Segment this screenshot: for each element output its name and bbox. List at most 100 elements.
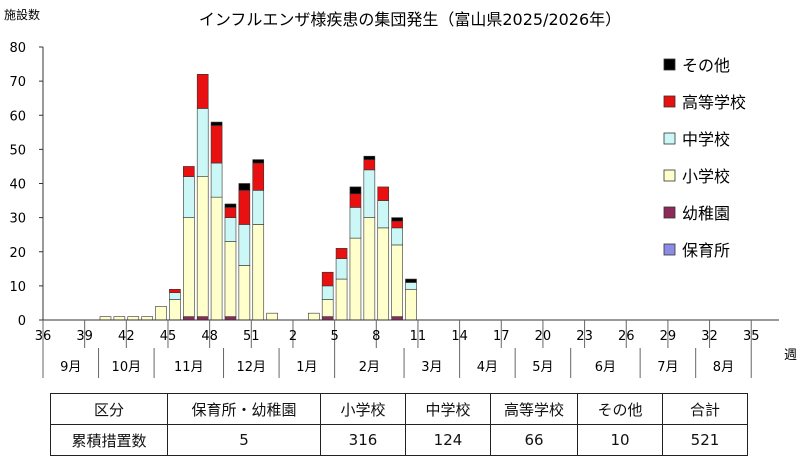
bar-segment	[252, 224, 265, 321]
month-label: 4月	[477, 360, 498, 375]
month-label: 7月	[657, 360, 678, 375]
legend-swatch	[663, 243, 676, 256]
summary-table: 区分 保育所・幼稚園 小学校 中学校 高等学校 その他 合計 累積措置数 5 3…	[50, 393, 748, 456]
bar-segment	[363, 169, 376, 218]
summary-header-row: 区分 保育所・幼稚園 小学校 中学校 高等学校 その他 合計	[50, 393, 748, 425]
bar-segment	[377, 227, 390, 321]
bar-segment	[169, 299, 181, 321]
summary-value-elementary: 316	[320, 424, 406, 456]
month-label: 2月	[359, 360, 380, 375]
bar-segment	[210, 196, 223, 321]
bar-segment	[238, 224, 251, 266]
bar-segment	[183, 166, 195, 177]
bar-segment	[99, 316, 112, 321]
legend-label: 保育所	[682, 241, 730, 260]
bar-segment	[377, 186, 390, 201]
bars	[99, 74, 417, 321]
month-label: 10月	[112, 360, 142, 375]
bar-segment	[391, 217, 403, 222]
bar-segment	[224, 203, 237, 208]
bar-segment	[363, 159, 376, 171]
bar-segment	[252, 190, 265, 225]
summary-value-nursery-kindergarten: 5	[167, 424, 321, 456]
bar-segment	[238, 190, 251, 225]
month-label: 3月	[421, 360, 442, 375]
week-tick-label: 14	[451, 329, 468, 344]
summary-col-elementary: 小学校	[320, 393, 406, 425]
chart: インフルエンザ様疾患の集団発生（富山県2025/2026年） 施設数 週 0 10…	[4, 7, 797, 378]
summary-col-other: その他	[577, 393, 663, 425]
bar-segment	[183, 316, 195, 321]
bar-segment	[335, 258, 348, 280]
x-axis-label: 週	[784, 348, 797, 363]
bar-segment	[196, 316, 209, 321]
summary-value-junior-high: 124	[405, 424, 491, 456]
bar-segment	[210, 162, 223, 198]
bar-segment	[224, 316, 237, 321]
bar-segment	[196, 176, 209, 317]
week-tick-label: 17	[493, 329, 510, 344]
week-tick-label: 8	[372, 329, 380, 344]
bar-segment	[252, 159, 265, 164]
week-tick-label: 51	[243, 329, 260, 344]
week-tick-label: 23	[576, 329, 593, 344]
week-tick-label: 26	[618, 329, 635, 344]
legend-label: 幼稚園	[682, 204, 730, 223]
bar-segment	[252, 162, 265, 191]
month-label: 12月	[237, 360, 267, 375]
y-tick-label: 60	[9, 109, 26, 124]
y-axis-label: 施設数	[4, 7, 40, 22]
bar-segment	[210, 125, 223, 164]
y-axis: 0 10 20 30 40 50 60 70 80	[9, 41, 44, 329]
week-tick-label: 35	[743, 329, 760, 344]
week-tick-label: 5	[330, 329, 338, 344]
bar-segment	[224, 217, 237, 242]
bar-segment	[155, 306, 167, 321]
y-tick-label: 80	[9, 41, 26, 56]
week-tick-label: 42	[118, 329, 135, 344]
bar-segment	[363, 155, 376, 160]
legend-swatch	[663, 132, 676, 145]
month-label: 8月	[713, 360, 734, 375]
summary-col-nursery-kindergarten: 保育所・幼稚園	[167, 393, 321, 425]
week-tick-label: 20	[535, 329, 552, 344]
summary-col-junior-high: 中学校	[405, 393, 491, 425]
week-tick-label: 32	[701, 329, 718, 344]
summary-header-label: 区分	[50, 393, 168, 425]
bar-segment	[335, 278, 348, 321]
month-axis: 9月 10月 11月 12月 1月 2月 3月 4月 5月 6月 7月 8月	[42, 348, 752, 378]
week-tick-label: 39	[76, 329, 93, 344]
legend-swatch	[663, 58, 676, 71]
x-axis: 36 39 42 45 48 51 2 5 8 11 14 17 20 23 26 29 32 35	[35, 319, 779, 348]
summary-value-high-school: 66	[490, 424, 578, 456]
week-tick-label: 2	[289, 329, 297, 344]
bar-segment	[391, 220, 403, 229]
bar-segment	[391, 244, 403, 317]
bar-segment	[321, 299, 334, 317]
bar-segment	[391, 227, 403, 246]
week-tick-label: 11	[410, 329, 427, 344]
month-label: 6月	[595, 360, 616, 375]
summary-value-row: 累積措置数 5 316 124 66 10 521	[50, 424, 748, 456]
summary-value-other: 10	[577, 424, 663, 456]
bar-segment	[335, 248, 348, 259]
bar-segment	[141, 316, 153, 321]
bar-segment	[266, 312, 278, 321]
week-tick-label: 45	[160, 329, 177, 344]
legend-swatch	[663, 95, 676, 108]
y-tick-label: 10	[9, 280, 26, 295]
summary-col-high-school: 高等学校	[490, 393, 578, 425]
legend-label: 高等学校	[682, 93, 746, 112]
bar-segment	[349, 193, 362, 208]
y-tick-label: 40	[9, 178, 26, 193]
y-tick-label: 20	[9, 246, 26, 261]
bar-segment	[183, 217, 195, 317]
chart-title: インフルエンザ様疾患の集団発生（富山県2025/2026年）	[199, 10, 621, 29]
month-label: 9月	[60, 360, 81, 375]
y-tick-label: 0	[18, 314, 26, 329]
month-label: 5月	[532, 360, 553, 375]
bar-segment	[377, 200, 390, 229]
bar-segment	[196, 74, 209, 109]
bar-segment	[321, 271, 334, 287]
